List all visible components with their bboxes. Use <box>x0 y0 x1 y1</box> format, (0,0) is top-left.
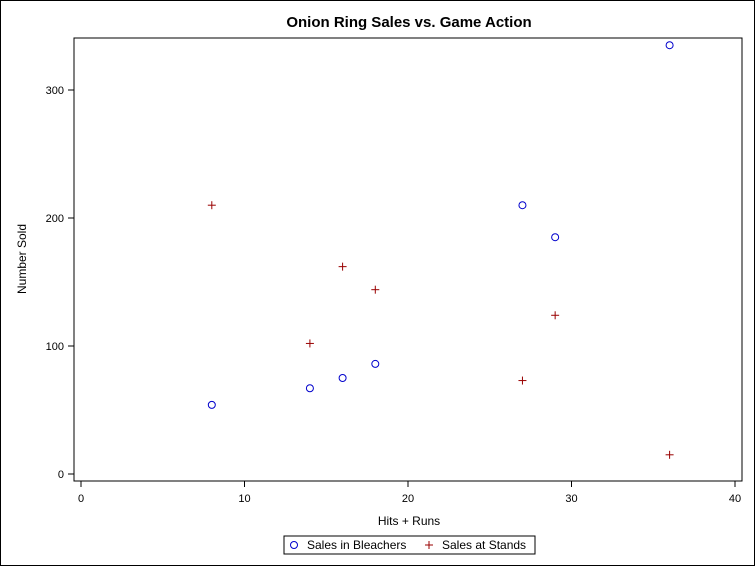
y-tick-label: 300 <box>46 85 64 97</box>
y-tick-label: 100 <box>46 341 64 353</box>
stands-point <box>665 450 674 459</box>
x-tick-label: 30 <box>565 493 577 505</box>
y-tick-label: 0 <box>58 469 64 481</box>
legend-circle-marker <box>290 541 298 549</box>
stands-point <box>551 311 560 320</box>
x-tick-label: 40 <box>729 493 741 505</box>
stands-point <box>518 376 527 385</box>
legend-box <box>283 535 536 555</box>
x-tick-label: 20 <box>402 493 414 505</box>
x-axis-label: Hits + Runs <box>378 514 440 528</box>
bleachers-point <box>518 201 527 210</box>
bleachers-point <box>551 233 560 242</box>
legend-plus-marker <box>425 541 433 549</box>
y-axis-label: Number Sold <box>15 224 29 294</box>
bleachers-point <box>305 384 314 393</box>
stands-point <box>305 339 314 348</box>
x-tick-label: 10 <box>238 493 250 505</box>
legend-label: Sales in Bleachers <box>307 538 406 552</box>
chart-title: Onion Ring Sales vs. Game Action <box>286 14 531 31</box>
stands-point <box>371 285 380 294</box>
bleachers-point <box>665 41 674 50</box>
data-points <box>207 41 674 459</box>
stands-point <box>338 262 347 271</box>
bleachers-point <box>371 359 380 368</box>
bleachers-point <box>338 374 347 382</box>
y-tick-label: 200 <box>46 213 64 225</box>
legend: Sales in Bleachers Sales at Stands <box>283 535 536 555</box>
y-axis: 0 100 200 300 <box>46 85 74 481</box>
x-tick-label: 0 <box>78 493 84 505</box>
bleachers-point <box>207 400 216 409</box>
legend-label: Sales at Stands <box>442 538 526 552</box>
plot-area <box>73 37 743 482</box>
stands-point <box>207 201 216 210</box>
x-axis: 0 10 20 30 40 <box>78 481 741 505</box>
